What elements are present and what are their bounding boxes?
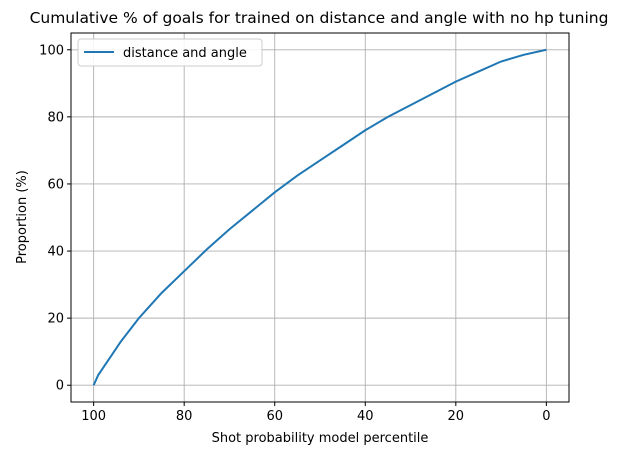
y-tick-label: 20 [47, 312, 64, 327]
x-tick-label: 20 [448, 409, 465, 424]
legend-label: distance and angle [123, 46, 247, 61]
y-axis-ticks: 0 20 40 60 80 100 [39, 43, 71, 394]
y-gridlines [71, 49, 569, 386]
series-line-distance-and-angle [92, 48, 547, 386]
y-tick-label: 60 [47, 177, 64, 192]
x-tick-label: 60 [266, 409, 283, 424]
chart-title: Cumulative % of goals for trained on dis… [30, 9, 609, 27]
x-axis-ticks: 100 80 60 40 20 0 [81, 402, 551, 424]
y-tick-label: 0 [56, 379, 64, 394]
legend: distance and angle [77, 38, 263, 67]
x-tick-label: 40 [357, 409, 374, 424]
y-tick-label: 100 [39, 43, 64, 58]
legend-box [77, 38, 263, 67]
x-tick-label: 100 [81, 409, 106, 424]
y-tick-label: 40 [47, 245, 64, 260]
plot-area-frame [70, 32, 570, 403]
x-tick-label: 0 [542, 409, 550, 424]
y-tick-label: 80 [47, 110, 64, 125]
x-tick-label: 80 [176, 409, 193, 424]
y-axis-label: Proportion (%) [15, 170, 30, 264]
x-axis-label: Shot probability model percentile [212, 431, 429, 446]
x-gridlines [93, 33, 547, 402]
